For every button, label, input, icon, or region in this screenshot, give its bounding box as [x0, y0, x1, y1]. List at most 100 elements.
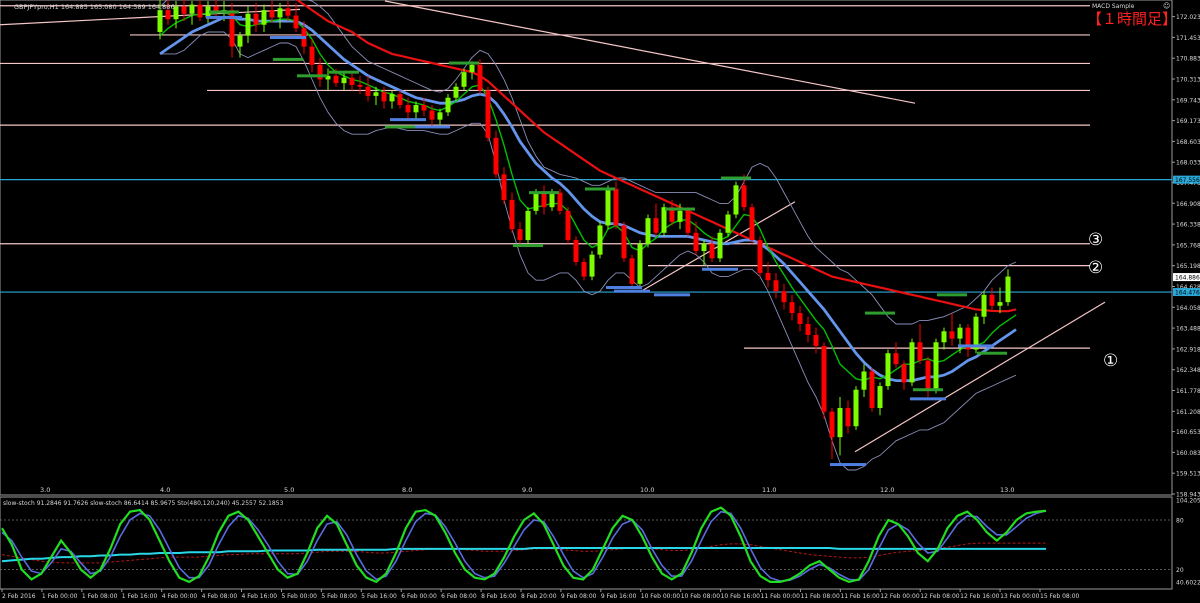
resistance-mark — [297, 74, 327, 78]
price-panel-frame — [0, 0, 1173, 496]
bull-candle — [469, 64, 475, 73]
bear-candle — [789, 302, 795, 314]
price-tick-label: 159.513 — [1176, 471, 1200, 478]
annotation-three: ③ — [1088, 230, 1103, 250]
time-tick-label: 6 Feb 08:00 — [441, 593, 477, 600]
bear-candle — [925, 360, 931, 390]
price-tick-label: 172.023 — [1176, 14, 1200, 21]
bear-candle — [229, 10, 235, 47]
day-label: 3.0 — [40, 486, 50, 494]
bull-candle — [389, 94, 395, 102]
ea-label: MACD Sample — [1092, 3, 1135, 10]
annotation-two: ② — [1088, 258, 1103, 278]
price-label-box — [1173, 175, 1200, 184]
stochastic-tick-label: 80 — [1176, 517, 1184, 524]
resistance-mark — [329, 70, 359, 74]
bear-candle — [901, 364, 907, 383]
bear-candle — [493, 137, 499, 175]
price-tick-label: 160.083 — [1176, 450, 1200, 457]
time-tick-label: 5 Feb 16:00 — [361, 593, 397, 600]
time-tick-label: 13 Feb 00:00 — [1000, 593, 1040, 600]
bear-candle — [813, 334, 819, 346]
bear-candle — [509, 199, 515, 230]
price-label-text: 164.476 — [1175, 290, 1200, 297]
bull-candle — [861, 371, 867, 390]
annotation-one: ① — [1103, 351, 1118, 371]
day-label: 13.0 — [1000, 486, 1014, 494]
price-label-box — [1173, 288, 1200, 297]
bear-candle — [357, 84, 363, 87]
bear-candle — [293, 15, 299, 29]
bull-candle — [205, 6, 211, 18]
bear-candle — [365, 86, 371, 96]
bull-candle — [957, 327, 963, 339]
day-label: 11.0 — [762, 486, 776, 494]
bear-candle — [845, 407, 851, 427]
support-mark — [910, 397, 946, 401]
time-tick-label: 11 Feb 00:00 — [761, 593, 801, 600]
bear-candle — [693, 232, 699, 252]
price-tick-label: 164.058 — [1176, 305, 1200, 312]
bull-candle — [701, 243, 707, 252]
bear-candle — [381, 92, 387, 102]
bull-candle — [237, 35, 243, 47]
price-panel[interactable]: 172.023 171.453 170.883 170.313 169.743 169.1… — [0, 0, 1200, 499]
bull-candle — [597, 225, 603, 255]
support-mark — [390, 118, 426, 122]
bull-candle — [941, 331, 947, 343]
bull-candle — [877, 386, 883, 408]
resistance-mark — [937, 293, 967, 297]
resistance-mark — [977, 351, 1007, 355]
bear-candle — [317, 64, 323, 80]
resistance-mark — [721, 176, 751, 180]
stochastic-tick-label: 104.2057 — [1176, 497, 1200, 504]
bear-candle — [309, 46, 315, 65]
price-tick-label: 170.883 — [1176, 56, 1200, 63]
bull-candle — [157, 10, 163, 33]
bull-candle — [981, 294, 987, 317]
bear-candle — [781, 291, 787, 303]
bull-candle — [461, 72, 467, 87]
bear-candle — [613, 188, 619, 226]
bear-candle — [517, 229, 523, 241]
timeframe-label: 【１時間足】 — [1087, 10, 1177, 28]
time-tick-label: 10 Feb 08:00 — [681, 593, 721, 600]
time-tick-label: 8 Feb 20:00 — [521, 593, 557, 600]
stochastic-panel-frame — [0, 496, 1173, 590]
price-tick-label: 163.488 — [1176, 326, 1200, 333]
resistance-mark — [529, 191, 559, 195]
price-tick-label: 162.918 — [1176, 346, 1200, 353]
time-tick-label: 12 Feb 08:00 — [920, 593, 960, 600]
price-tick-label: 168.033 — [1176, 160, 1200, 167]
time-tick-label: 8 Feb 16:00 — [481, 593, 517, 600]
bear-candle — [709, 243, 715, 259]
bear-candle — [949, 331, 955, 339]
trend-line — [0, 8, 301, 26]
stochastic-panel[interactable]: 104.2057 80 20 40.6022 slow-stoch 91.2846 9… — [0, 496, 1200, 590]
stochastic-long-line — [1, 547, 1046, 563]
support-mark — [958, 344, 994, 348]
bear-candle — [573, 240, 579, 262]
time-axis: 2 Feb 2016 1 Feb 00:00 1 Feb 08:00 1 Feb 16… — [1, 589, 1080, 600]
bear-candle — [165, 10, 171, 20]
bull-candle — [733, 185, 739, 215]
bear-candle — [653, 218, 659, 233]
support-mark — [702, 267, 738, 271]
time-tick-label: 4 Feb 08:00 — [202, 593, 238, 600]
trend-line — [384, 0, 916, 104]
bear-candle — [557, 192, 563, 211]
bear-candle — [765, 272, 771, 281]
bull-candle — [277, 8, 283, 18]
bull-candle — [973, 316, 979, 350]
upper-band-line — [159, 0, 1017, 325]
stochastic-main-line — [1, 506, 1047, 584]
bear-candle — [829, 411, 835, 438]
resistance-mark — [273, 57, 303, 61]
symbol-header: GBPJPYpro,H1 164.885 165.080 164.589 164… — [14, 3, 175, 11]
stochastic-axis: 104.2057 80 20 40.6022 — [1176, 497, 1200, 586]
bear-candle — [501, 174, 507, 200]
bull-candle — [341, 77, 347, 84]
bear-candle — [805, 324, 811, 335]
price-tick-label: 169.173 — [1176, 118, 1200, 125]
